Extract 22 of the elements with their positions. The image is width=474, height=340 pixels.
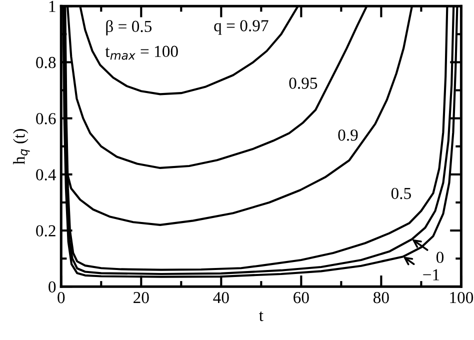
annotation: 0.95 (289, 78, 318, 89)
y-tick-label: 0.8 (36, 56, 56, 68)
x-tick-label: 0 (58, 292, 65, 304)
x-tick-label: 60 (294, 292, 309, 304)
y-axis-title: h$_{q}$ (t) (13, 129, 30, 164)
x-tick-label: 20 (134, 292, 149, 304)
annotation: 0.9 (338, 129, 358, 141)
annotation: β = 0.5 (106, 20, 152, 36)
x-tick-label: 80 (373, 292, 389, 304)
y-tick-label: 0 (48, 281, 56, 293)
x-axis-title: t (259, 312, 264, 322)
annotation: q = 0.97 (214, 20, 268, 35)
annotation: t$_{max}$ = 100 (105, 46, 178, 60)
annotation: −1 (423, 269, 440, 280)
annotation: 0 (436, 252, 444, 264)
x-tick-label: 40 (213, 292, 229, 304)
x-tick-label: 100 (450, 292, 474, 304)
annotation: 0.5 (391, 188, 411, 200)
y-tick-label: 0.2 (36, 225, 56, 237)
y-tick-label: 1 (49, 0, 56, 12)
y-tick-label: 0.4 (36, 169, 56, 180)
y-tick-label: 0.6 (36, 113, 56, 124)
